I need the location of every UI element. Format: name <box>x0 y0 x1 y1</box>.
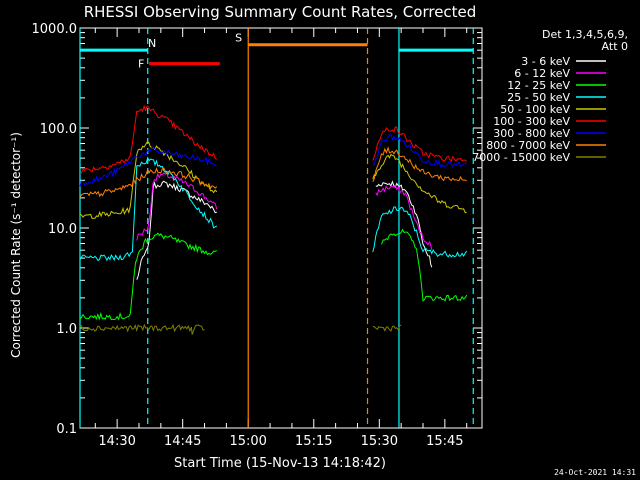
legend-label-800-7000-kev: 800 - 7000 keV <box>486 139 570 152</box>
x-tick-label: 15:45 <box>426 434 463 449</box>
legend-header-detectors: Det 1,3,4,5,6,9, <box>542 28 628 41</box>
x-tick-label: 14:45 <box>164 434 201 449</box>
x-axis-label: Start Time (15-Nov-13 14:18:42) <box>174 456 386 471</box>
y-tick-label: 100.0 <box>40 122 77 137</box>
series-line-7000-15000-kev <box>372 324 402 332</box>
series-line-6-12-kev <box>375 184 433 250</box>
plot-timestamp: 24-Oct-2021 14:31 <box>554 468 636 477</box>
y-tick-label: 1000.0 <box>32 22 78 37</box>
x-tick-label: 15:00 <box>229 434 266 449</box>
series-line-12-25-kev <box>79 232 218 321</box>
series-line-50-100-kev <box>79 141 218 219</box>
x-tick-label: 15:15 <box>295 434 332 449</box>
legend-label-3-6-kev: 3 - 6 keV <box>521 55 570 68</box>
series-line-800-7000-kev <box>372 146 467 183</box>
series-line-7000-15000-kev <box>79 323 205 335</box>
chart-title: RHESSI Observing Summary Count Rates, Co… <box>84 3 477 21</box>
legend-label-100-300-kev: 100 - 300 keV <box>493 115 570 128</box>
plot-area: 0.1 1.0 10.0 100.0 1000.0 14:30 14:45 15:00 15:1… <box>32 22 483 449</box>
series-line-12-25-kev <box>381 228 468 302</box>
series-line-300-800-kev <box>372 133 467 168</box>
legend-label-300-800-kev: 300 - 800 keV <box>493 127 570 140</box>
series-line-3-6-kev <box>375 180 433 268</box>
series-line-3-6-kev <box>136 180 217 280</box>
y-tick-label: 0.1 <box>56 422 77 437</box>
legend-label-7000-15000-kev: 7000 - 15000 keV <box>472 151 570 164</box>
series-line-25-50-kev <box>79 156 218 262</box>
series-line-300-800-kev <box>79 146 217 187</box>
legend-label-50-100-kev: 50 - 100 keV <box>500 103 570 116</box>
legend-header-attenuator: Att 0 <box>602 40 628 53</box>
legend-label-6-12-kev: 6 - 12 keV <box>514 67 570 80</box>
legend-label-12-25-kev: 12 - 25 keV <box>507 79 570 92</box>
x-tick-label: 14:30 <box>98 434 135 449</box>
flag-label-f: F <box>138 58 144 71</box>
y-tick-label: 1.0 <box>56 322 77 337</box>
x-tick-label: 15:30 <box>361 434 398 449</box>
series-line-100-300-kev <box>79 104 218 175</box>
legend-label-25-50-kev: 25 - 50 keV <box>507 91 570 104</box>
series-line-800-7000-kev <box>79 167 218 199</box>
plot-frame <box>79 27 483 429</box>
series-line-6-12-kev <box>136 172 218 241</box>
y-axis-label: Corrected Count Rate (s⁻¹ detector⁻¹) <box>9 132 23 358</box>
flag-label-n: N <box>148 37 156 50</box>
y-tick-label: 10.0 <box>48 222 77 237</box>
series-line-100-300-kev <box>372 126 468 163</box>
series-line-50-100-kev <box>372 153 467 214</box>
series-line-25-50-kev <box>372 206 468 258</box>
flag-label-s: S <box>235 32 242 45</box>
